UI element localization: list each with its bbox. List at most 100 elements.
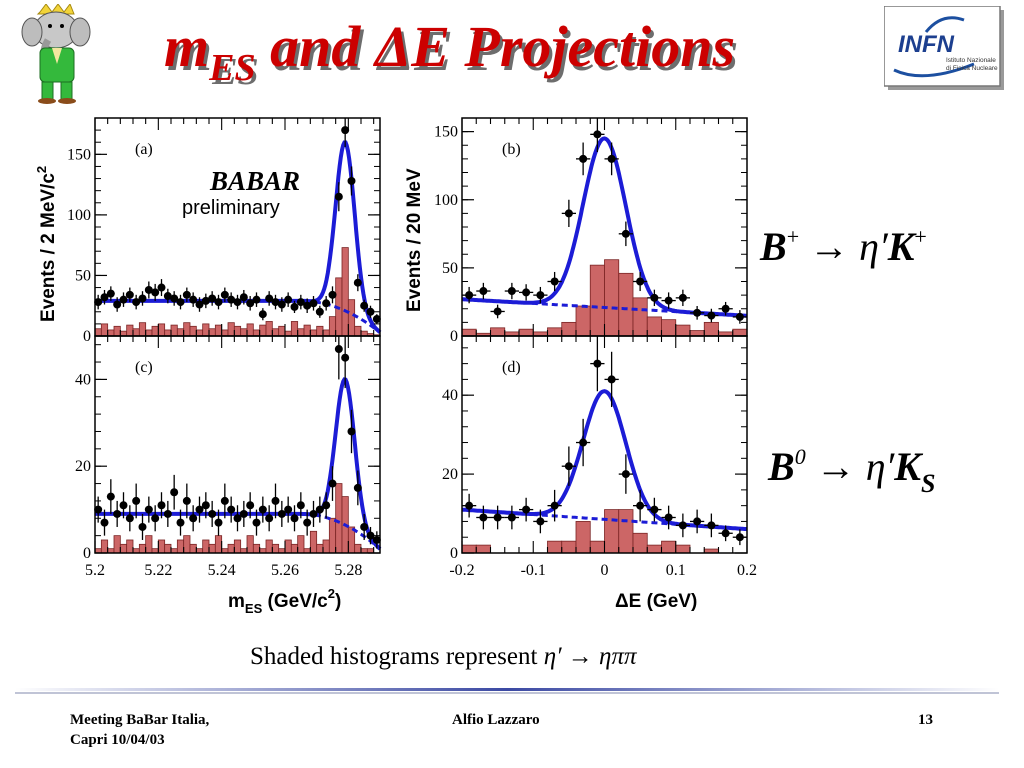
title-text: mES and ΔE Projections	[164, 14, 735, 89]
histogram-bar	[221, 329, 229, 337]
data-point	[347, 176, 356, 185]
data-point	[258, 310, 267, 319]
histogram-bar	[328, 316, 337, 337]
data-point	[252, 295, 261, 304]
data-point	[208, 509, 217, 518]
data-point	[176, 298, 185, 307]
data-point	[479, 513, 488, 522]
histogram-bar	[170, 324, 178, 337]
data-point	[252, 518, 261, 527]
histogram-bar	[202, 539, 210, 554]
histogram-bar	[208, 543, 216, 554]
histogram-bar	[290, 321, 299, 337]
histogram-bar	[183, 322, 191, 337]
data-point	[353, 483, 362, 492]
histogram-bar	[589, 264, 605, 337]
data-point	[151, 514, 160, 523]
data-point	[328, 290, 337, 299]
svg-text:Istituto Nazionale: Istituto Nazionale	[946, 57, 996, 64]
data-point	[100, 518, 109, 527]
data-point	[239, 293, 248, 302]
data-point	[593, 130, 602, 139]
data-point	[372, 315, 381, 324]
data-point	[607, 375, 616, 384]
data-point	[735, 533, 744, 542]
histogram-bar	[290, 543, 299, 554]
histogram-bar	[675, 544, 691, 554]
data-point	[258, 505, 267, 514]
histogram-bar	[157, 323, 166, 337]
histogram-bar	[265, 539, 273, 554]
histogram-bar	[202, 323, 210, 337]
data-point	[493, 513, 502, 522]
data-point	[265, 514, 274, 523]
histogram-bar	[94, 328, 102, 337]
data-point	[522, 505, 531, 514]
histogram-bar	[547, 540, 563, 554]
histogram-bar	[604, 509, 620, 554]
histogram-bar	[547, 327, 563, 337]
histogram-bar	[183, 535, 191, 554]
data-point	[182, 496, 191, 505]
data-point	[227, 295, 236, 304]
data-point	[334, 345, 343, 354]
data-point	[360, 522, 369, 531]
histogram-bar	[138, 543, 147, 554]
panel-tag: (a)	[135, 141, 153, 158]
histogram-bar	[265, 321, 273, 337]
data-point	[265, 294, 274, 303]
histogram-bar	[575, 521, 591, 554]
histogram-bar	[618, 272, 634, 337]
data-point	[246, 501, 255, 510]
histogram-bar	[561, 321, 577, 337]
total-fit-line	[461, 389, 748, 532]
histogram-bar	[575, 305, 591, 337]
histogram-bar	[233, 539, 242, 554]
data-point	[636, 501, 645, 510]
panel-c: 0 20 40 5.2 5.22 5.24 5.26 5.28 (c)	[75, 335, 382, 579]
histogram-bar	[461, 328, 477, 337]
data-point	[309, 299, 318, 308]
footer-author: Alfio Lazzaro	[452, 712, 540, 728]
histogram-bar	[632, 297, 648, 337]
data-point	[721, 304, 730, 313]
histogram-bar	[354, 543, 362, 554]
data-point	[106, 492, 115, 501]
data-point	[176, 518, 185, 527]
data-points	[94, 336, 381, 549]
preliminary-label: preliminary	[182, 197, 280, 219]
data-point	[593, 359, 602, 368]
data-point	[214, 518, 223, 527]
y-tick-label: 150	[67, 146, 91, 163]
histogram-bar	[461, 544, 477, 554]
caption: Shaded histograms represent η′ → ηππ	[250, 643, 637, 670]
data-point	[621, 470, 630, 479]
data-point	[290, 514, 299, 523]
data-point	[347, 427, 356, 436]
y-tick-label: 20	[442, 466, 458, 483]
data-point	[246, 299, 255, 308]
histogram-bar	[113, 535, 121, 554]
data-point	[138, 522, 147, 531]
data-point	[360, 301, 369, 310]
svg-text:di Fisica Nucleare: di Fisica Nucleare	[946, 65, 998, 72]
data-point	[195, 300, 204, 309]
histogram-bar	[335, 483, 343, 554]
histogram-bar	[208, 328, 216, 337]
data-point	[507, 513, 516, 522]
histogram-bar	[246, 535, 254, 554]
histogram-bar	[164, 329, 172, 337]
histogram-bar	[252, 543, 261, 554]
data-point	[550, 501, 559, 510]
histogram-bar	[119, 543, 128, 554]
histogram-bar	[646, 316, 662, 337]
data-point	[271, 496, 280, 505]
x-tick-label: 0	[601, 562, 609, 579]
data-point	[315, 307, 324, 316]
histogram-bar	[341, 247, 349, 337]
xlabel-left: mES (GeV/c2)	[228, 586, 341, 616]
histogram-bar	[145, 329, 153, 337]
data-point	[707, 521, 716, 530]
data-point	[195, 505, 204, 514]
xlabel-right: ΔE (GeV)	[615, 591, 697, 612]
